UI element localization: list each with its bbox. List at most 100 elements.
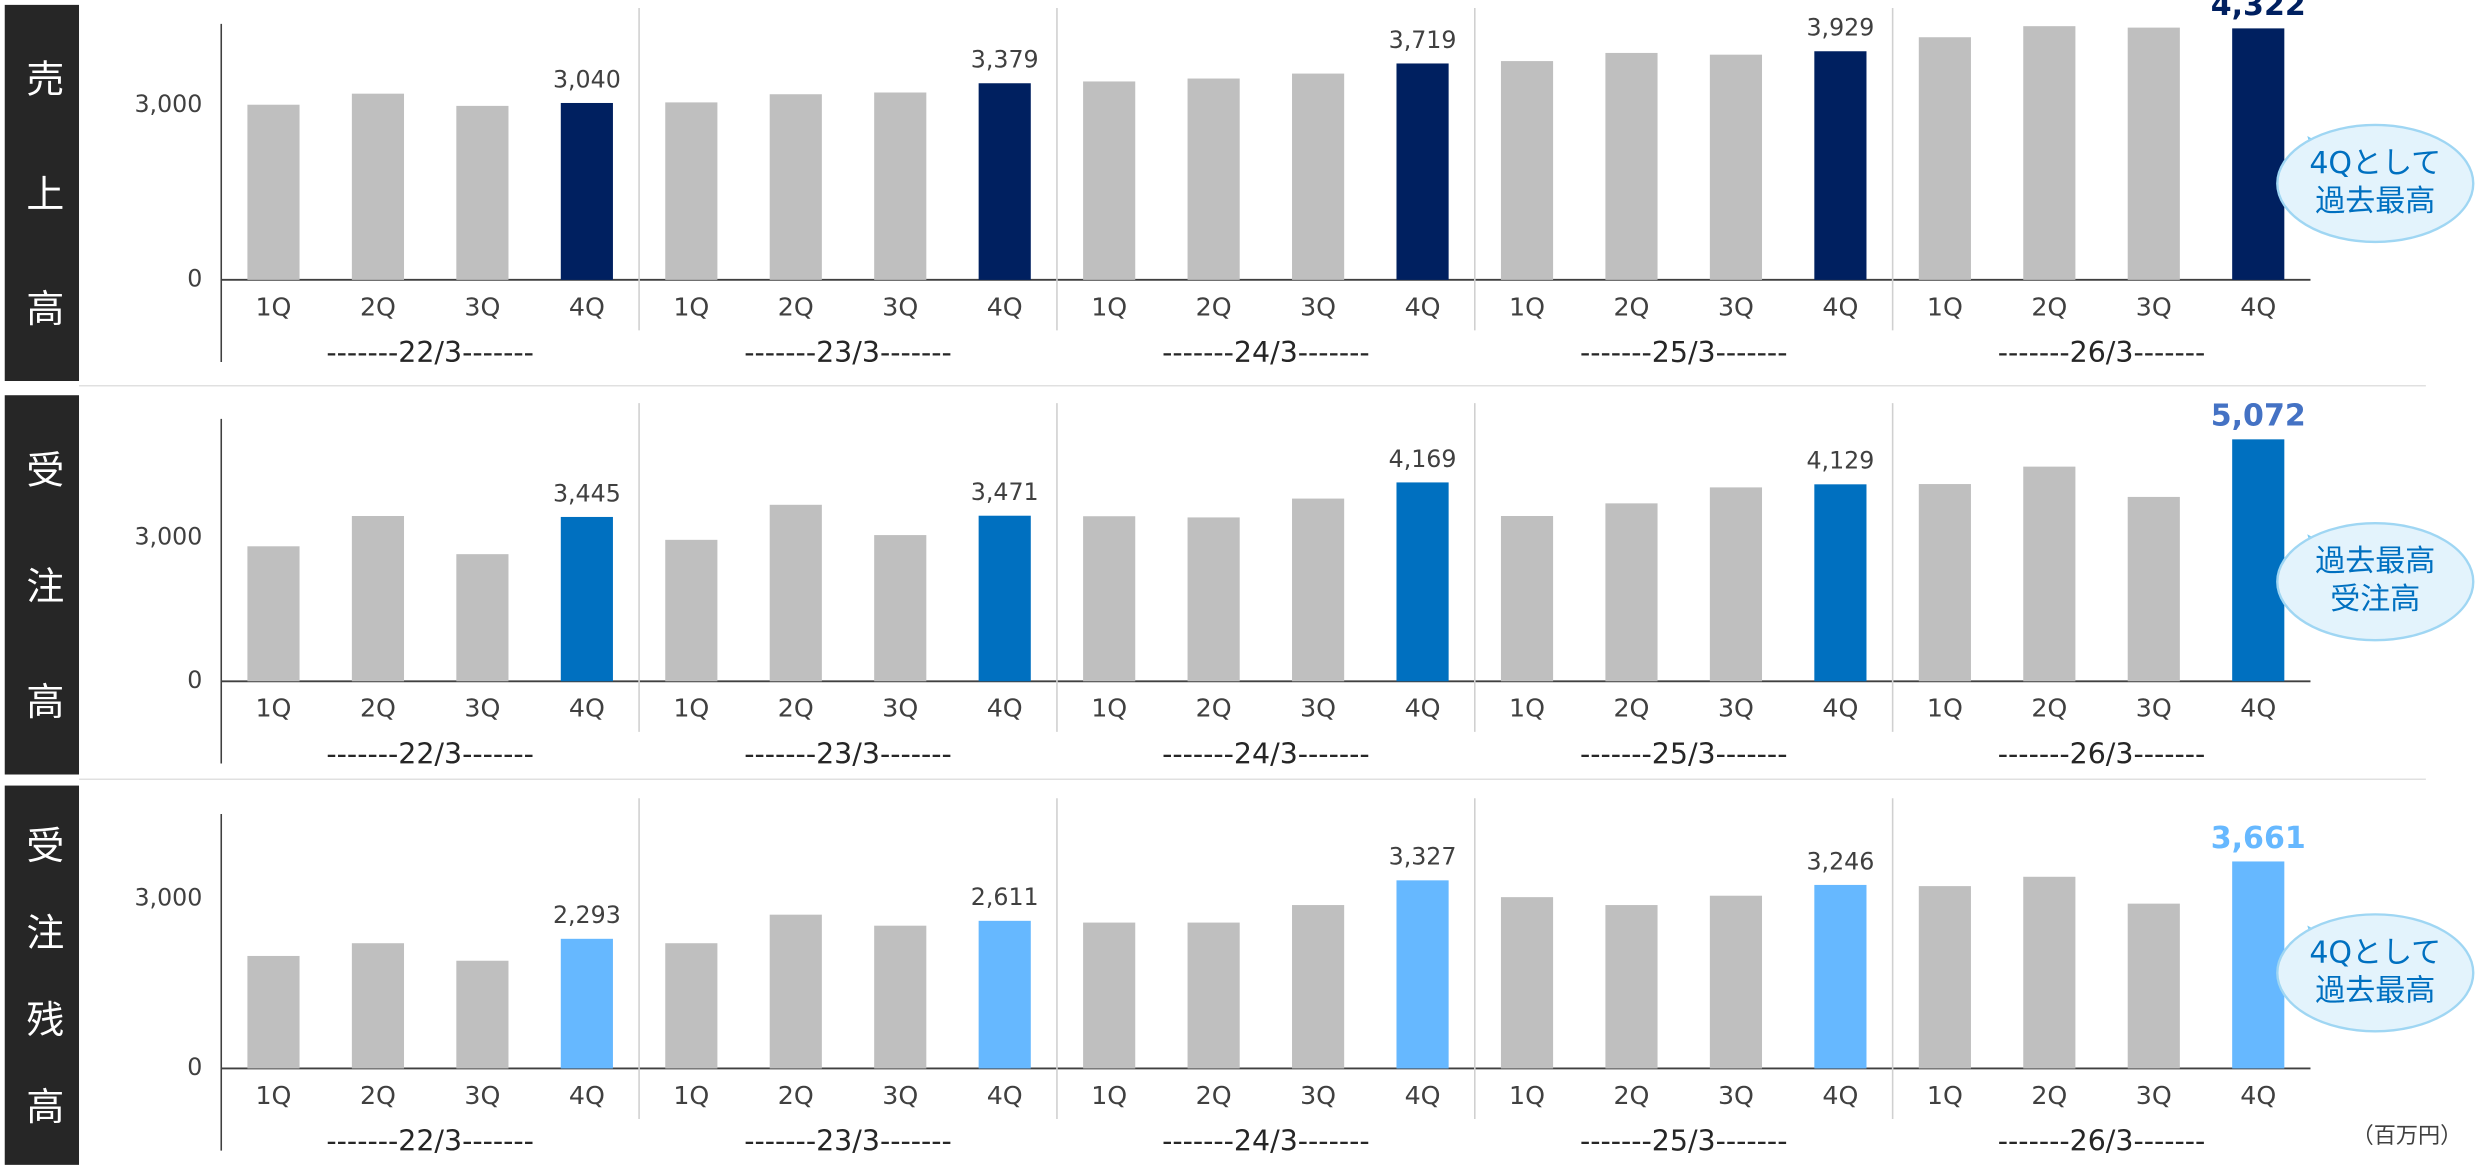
bar [1396,63,1449,280]
bar [1396,880,1449,1069]
bar [351,515,405,682]
bar [769,914,822,1069]
callout-text: 4Qとして [2309,935,2441,970]
value-label: 3,379 [971,46,1039,74]
y-tick-label: 0 [187,666,202,694]
bar [874,535,927,682]
x-tick-label: 4Q [2240,694,2276,723]
x-tick-label: 3Q [1300,1081,1336,1110]
group-label: -------25/3------- [1580,1125,1788,1158]
bar [2127,496,2180,682]
bar [1814,484,1867,682]
x-tick-label: 1Q [1091,1081,1127,1110]
x-tick-label: 1Q [1927,1081,1963,1110]
group-label: -------24/3------- [1162,336,1370,369]
bar [1187,78,1240,280]
bar [2232,439,2285,682]
x-tick-label: 3Q [464,292,500,321]
x-tick-label: 4Q [987,694,1023,723]
group-label: -------23/3------- [744,738,952,771]
x-tick-label: 1Q [1509,1081,1545,1110]
group-label: -------25/3------- [1580,738,1788,771]
x-tick-label: 4Q [987,292,1023,321]
bar [1918,886,1971,1069]
x-tick-label: 2Q [778,1081,814,1110]
unit-note: （百万円） [2352,1123,2463,1149]
group-label: -------24/3------- [1162,738,1370,771]
x-tick-label: 1Q [673,292,709,321]
bar [456,105,509,280]
side-label: 受注高 [20,450,64,798]
x-tick-label: 1Q [255,1081,291,1110]
value-label: 3,719 [1389,26,1457,54]
bar [1187,517,1240,682]
bar [351,943,405,1069]
value-label: 4,129 [1806,447,1874,475]
side-label-box [4,4,80,382]
y-tick-label: 0 [187,264,202,292]
y-tick-label: 3,000 [134,523,202,551]
x-tick-label: 1Q [255,292,291,321]
value-label: 3,246 [1806,847,1874,875]
x-tick-label: 4Q [1822,292,1858,321]
callout-bubble [2276,913,2475,1033]
value-label: 3,040 [553,65,621,93]
bar [456,960,509,1069]
value-label: 3,929 [1806,14,1874,42]
bar [1500,61,1554,280]
value-label: 2,293 [553,901,621,929]
bar [978,515,1031,682]
x-tick-label: 2Q [360,1081,396,1110]
value-label: 3,471 [971,478,1039,506]
bar [769,504,822,682]
bar [2127,27,2180,280]
x-tick-label: 3Q [1300,694,1336,723]
bar [1709,487,1763,682]
x-tick-label: 2Q [1613,292,1649,321]
x-tick-label: 2Q [1196,1081,1232,1110]
bar [2127,903,2180,1069]
callout-text: 過去最高 [2315,973,2435,1008]
bar [1605,503,1658,682]
bar [560,938,613,1069]
x-tick-label: 4Q [569,1081,605,1110]
x-tick-label: 3Q [2136,292,2172,321]
bar [1187,922,1240,1069]
callout-text: 受注高 [2330,582,2420,617]
bar [247,104,300,280]
bar [1500,515,1554,682]
x-tick-label: 3Q [1300,292,1336,321]
x-tick-label: 1Q [673,1081,709,1110]
bar [1918,37,1971,280]
x-tick-label: 4Q [1822,1081,1858,1110]
x-tick-label: 4Q [569,694,605,723]
x-tick-label: 4Q [2240,1081,2276,1110]
x-tick-label: 2Q [778,694,814,723]
x-tick-label: 3Q [464,694,500,723]
x-tick-label: 4Q [1405,1081,1441,1110]
bar [2232,28,2285,280]
x-tick-label: 2Q [360,292,396,321]
value-label: 4,169 [1389,445,1457,473]
group-label: -------23/3------- [744,1125,952,1158]
callout-bubble [2276,522,2475,642]
bar [665,102,718,280]
x-tick-label: 1Q [1927,292,1963,321]
side-label: 受注残高 [20,826,64,1165]
bar [560,102,613,280]
bar [978,83,1031,280]
side-label-box [4,395,80,775]
group-label: -------24/3------- [1162,1125,1370,1158]
x-tick-label: 2Q [1196,694,1232,723]
x-tick-label: 4Q [2240,292,2276,321]
x-tick-label: 3Q [882,292,918,321]
x-tick-label: 2Q [1196,292,1232,321]
bar [351,93,405,280]
group-label: -------26/3------- [1998,1125,2206,1158]
x-tick-label: 1Q [1927,694,1963,723]
bar [456,554,509,682]
group-label: -------25/3------- [1580,336,1788,369]
x-tick-label: 3Q [1718,292,1754,321]
x-tick-label: 1Q [255,694,291,723]
bar [1083,516,1136,682]
